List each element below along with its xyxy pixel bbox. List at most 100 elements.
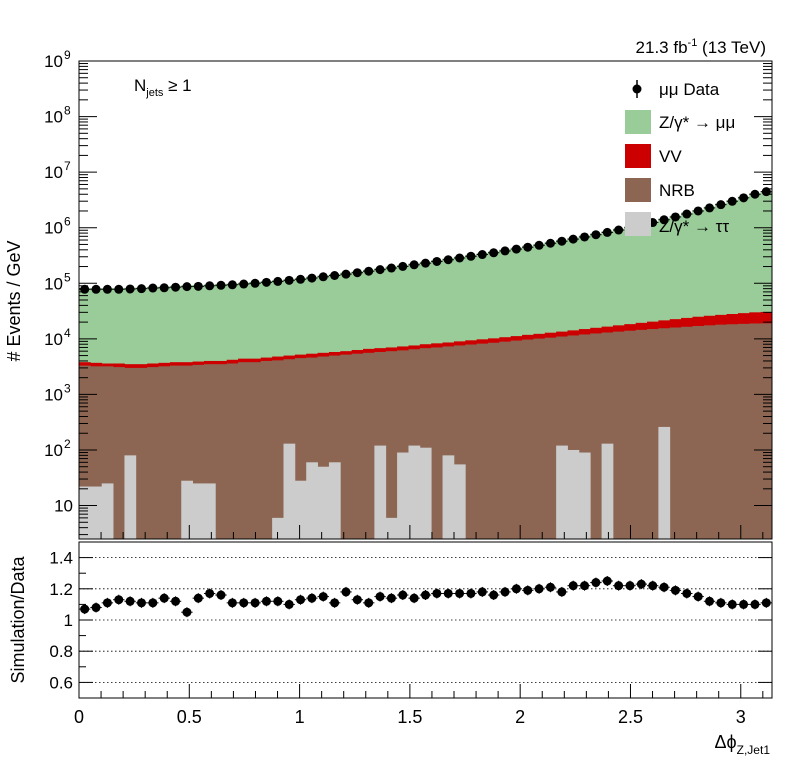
ztt-bar [79, 486, 91, 539]
nrb-bar [567, 335, 580, 539]
data-point [375, 265, 385, 275]
ratio-point [739, 599, 749, 609]
data-point [284, 275, 294, 285]
legend-data-label: μμ Data [659, 80, 720, 99]
ratio-point [648, 581, 658, 591]
data-point [614, 225, 624, 235]
ztt-bar [658, 426, 671, 539]
nrb-bar [681, 326, 693, 539]
ratio-point [682, 588, 692, 598]
ratio-point [261, 596, 271, 606]
ratio-point [614, 581, 624, 591]
ratio-point [716, 598, 726, 608]
y-tick-label: 10 [44, 108, 63, 127]
legend-entry-vv: VV [625, 144, 682, 168]
data-point [398, 261, 408, 271]
nrb-bar [726, 324, 739, 539]
data-point [125, 284, 135, 294]
ratio-y-tick-label: 1.4 [49, 549, 73, 568]
nrb-bar [703, 325, 716, 539]
data-point [182, 282, 192, 292]
data-point [602, 227, 612, 237]
nrb-bar [487, 342, 500, 539]
data-point [171, 282, 181, 292]
stacked-histogram [79, 190, 773, 540]
nrb-bar [260, 360, 273, 539]
ratio-point [750, 599, 760, 609]
ratio-y-tick-label: 1 [64, 611, 73, 630]
legend-vv-swatch [625, 144, 651, 168]
data-point [545, 238, 555, 248]
x-tick-label: 2.5 [618, 707, 643, 727]
data-point [421, 258, 430, 268]
nrb-bar [169, 365, 182, 539]
ratio-point [557, 587, 567, 597]
ratio-point [443, 588, 453, 598]
ztt-bar [408, 445, 421, 539]
data-point [250, 278, 260, 288]
legend-data-marker [632, 84, 642, 94]
ratio-point [500, 587, 510, 597]
ratio-point [205, 588, 215, 598]
ratio-point [568, 581, 578, 591]
ratio-point [296, 595, 306, 605]
data-point [239, 279, 249, 289]
ratio-point [466, 588, 476, 598]
ratio-point [239, 598, 249, 608]
luminosity-label: 21.3 fb-1 (13 TeV) [636, 37, 766, 57]
data-point [670, 212, 680, 222]
nrb-bar [340, 354, 353, 539]
nrb-bar [192, 364, 205, 539]
y-tick-exponent: 8 [64, 104, 71, 118]
data-point [432, 256, 442, 266]
data-point [693, 206, 703, 216]
ratio-point [489, 590, 499, 600]
data-point [205, 281, 215, 291]
data-point [466, 251, 476, 261]
data-point [352, 268, 362, 278]
nrb-bar [601, 332, 614, 539]
nrb-bar [272, 360, 284, 539]
y-tick-label: 10 [44, 52, 63, 71]
y-tick-exponent: 9 [64, 48, 71, 62]
legend-vv-label: VV [659, 147, 682, 166]
data-point [341, 269, 351, 279]
nrb-bar [544, 337, 557, 539]
nrb-bar [453, 345, 466, 539]
ztt-bar [601, 443, 614, 539]
ratio-y-tick-label: 0.8 [49, 642, 73, 661]
legend-nrb-label: NRB [659, 181, 695, 200]
x-tick-label: 1.5 [397, 707, 422, 727]
ratio-point [284, 599, 294, 609]
data-point [443, 255, 453, 265]
y-tick-exponent: 6 [64, 215, 71, 229]
ratio-point [375, 592, 385, 602]
ztt-bar [578, 452, 591, 539]
ratio-y-tick-label: 0.6 [49, 673, 73, 692]
ratio-point [171, 596, 181, 606]
legend-entry-ztt: Z/γ* → ττ [625, 212, 729, 236]
ratio-point [602, 576, 612, 586]
nrb-bar [408, 349, 421, 539]
legend-ztt-swatch [625, 212, 651, 236]
ratio-point [80, 604, 90, 614]
y-tick-exponent: 4 [64, 326, 71, 340]
ratio-point [148, 598, 158, 608]
nrb-bar [692, 326, 705, 539]
data-point [750, 189, 760, 199]
x-tick-label: 0.5 [177, 707, 202, 727]
data-point [91, 284, 101, 294]
ratio-point [102, 598, 112, 608]
y-tick-exponent: 5 [64, 270, 71, 284]
nrb-bar [715, 324, 727, 539]
nrb-bar [510, 340, 523, 539]
ratio-point [409, 593, 419, 603]
y-tick-label: 10 [54, 497, 73, 516]
nrb-bar [147, 367, 159, 539]
data-point [489, 248, 499, 258]
data-point [682, 209, 692, 219]
data-point [148, 283, 158, 293]
data-point [409, 260, 419, 270]
